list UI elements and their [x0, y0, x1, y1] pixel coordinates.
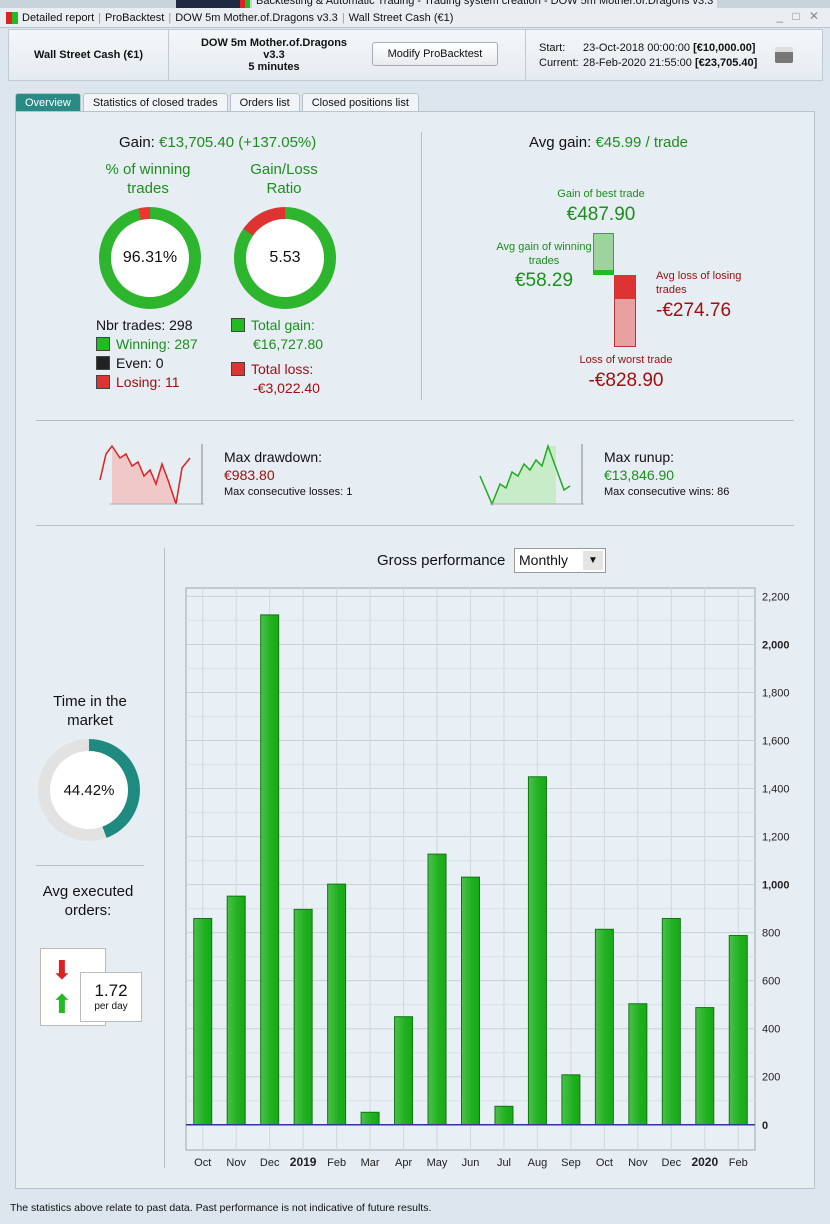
- winning-swatch-icon: [96, 337, 110, 351]
- current-date: 28-Feb-2020 21:55:00: [583, 57, 692, 69]
- total-loss-icon: [231, 362, 245, 376]
- tab-bar: Overview Statistics of closed trades Ord…: [15, 93, 419, 112]
- winning-count: Winning: 287: [116, 336, 198, 352]
- app-icon: [6, 11, 18, 24]
- even-count: Even: 0: [116, 355, 164, 371]
- max-consecutive-wins: Max consecutive wins: 86: [604, 486, 730, 498]
- title-part: ProBacktest: [105, 11, 165, 24]
- worst-trade-label: Loss of worst trade: [579, 354, 673, 366]
- background-window-toolbar: [176, 0, 240, 8]
- ratio-donut: 5.53: [234, 207, 336, 309]
- tab-statistics[interactable]: Statistics of closed trades: [82, 93, 228, 112]
- tab-overview[interactable]: Overview: [15, 93, 81, 112]
- start-label: Start:: [539, 42, 566, 54]
- period-select[interactable]: Monthly ▼: [514, 548, 606, 573]
- instrument-name: Wall Street Cash (€1): [9, 30, 169, 80]
- win-pct-value: 96.31%: [111, 219, 189, 297]
- total-gain: €16,727.80: [253, 336, 324, 352]
- report-header: Wall Street Cash (€1) DOW 5m Mother.of.D…: [8, 29, 823, 81]
- start-capital: [€10,000.00]: [693, 42, 756, 54]
- background-app-icon: [240, 0, 250, 8]
- title-part: Wall Street Cash (€1): [348, 11, 454, 24]
- time-in-market-value: 44.42%: [50, 751, 128, 829]
- nbr-trades: Nbr trades: 298: [96, 317, 193, 333]
- best-trade-value: €487.90: [566, 204, 636, 225]
- disclaimer: The statistics above relate to past data…: [10, 1202, 432, 1214]
- best-trade-bar: [593, 233, 614, 275]
- time-in-market-title: Time in the market: [53, 693, 127, 729]
- time-in-market-donut: 44.42%: [38, 739, 140, 841]
- system-name: DOW 5m Mother.of.Dragons v3.3: [200, 37, 348, 61]
- win-pct-title: % of winning trades: [105, 161, 191, 197]
- background-window-strip: Backtesting & Automatic Trading - Tradin…: [0, 0, 830, 8]
- losing-count: Losing: 11: [116, 374, 180, 390]
- ratio-title: Gain/Loss Ratio: [250, 161, 318, 197]
- runup-chart-icon: [479, 443, 584, 506]
- divider: [421, 132, 422, 400]
- avg-win-value: €58.29: [514, 270, 574, 291]
- title-bar: Detailed report | ProBacktest | DOW 5m Mot…: [0, 8, 830, 28]
- current-capital: [€23,705.40]: [694, 57, 758, 69]
- runup-label: Max runup:: [604, 449, 675, 465]
- modify-probacktest-button[interactable]: Modify ProBacktest: [372, 42, 498, 66]
- worst-trade-bar: [614, 275, 636, 347]
- total-loss-label: Total loss:: [251, 361, 314, 377]
- chevron-down-icon: ▼: [583, 551, 603, 570]
- overview-panel: Gain: €13,705.40 (+137.05%) % of winning…: [15, 111, 815, 1189]
- max-consecutive-losses: Max consecutive losses: 1: [224, 486, 353, 498]
- best-trade-label: Gain of best trade: [557, 188, 645, 200]
- avg-orders-title: Avg executed orders:: [42, 883, 134, 919]
- timeframe: 5 minutes: [248, 61, 300, 73]
- total-gain-label: Total gain:: [251, 317, 315, 333]
- tab-closed-positions[interactable]: Closed positions list: [301, 93, 419, 112]
- window-controls[interactable]: _ □ ✕: [776, 9, 822, 23]
- even-swatch-icon: [96, 356, 110, 370]
- worst-trade-value: -€828.90: [588, 370, 664, 391]
- losing-swatch-icon: [96, 375, 110, 389]
- gain-summary: Gain: €13,705.40 (+137.05%): [119, 134, 317, 151]
- title-part: DOW 5m Mother.of.Dragons v3.3: [175, 11, 338, 24]
- avg-loss-label: Avg loss of losing trades: [656, 270, 742, 296]
- win-pct-donut: 96.31%: [99, 207, 201, 309]
- avg-orders-unit: per day: [94, 1001, 128, 1012]
- background-window-title[interactable]: Backtesting & Automatic Trading - Tradin…: [252, 0, 718, 8]
- drawdown-label: Max drawdown:: [224, 449, 323, 465]
- avg-orders-value: 1.72: [94, 981, 128, 1000]
- tab-orders-list[interactable]: Orders list: [229, 93, 300, 112]
- total-gain-icon: [231, 318, 245, 332]
- ratio-value: 5.53: [246, 219, 324, 297]
- gain-value: €13,705.40 (+137.05%): [159, 134, 317, 151]
- print-icon[interactable]: [775, 47, 793, 63]
- avg-loss-value: -€274.76: [656, 300, 732, 321]
- drawdown-chart-icon: [99, 444, 204, 505]
- avg-win-label: Avg gain of winning trades: [496, 241, 592, 267]
- current-label: Current:: [539, 57, 579, 69]
- start-date: 23-Oct-2018 00:00:00: [583, 42, 691, 54]
- runup-value: €13,846.90: [604, 467, 675, 483]
- title-part: Detailed report: [22, 11, 95, 24]
- avg-gain-value: €45.99 / trade: [595, 134, 689, 151]
- drawdown-value: €983.80: [224, 467, 275, 483]
- gross-performance-title: Gross performance: [377, 552, 506, 569]
- period-select-value: Monthly: [519, 552, 569, 568]
- avg-gain: Avg gain: €45.99 / trade: [529, 134, 689, 151]
- total-loss: -€3,022.40: [253, 380, 320, 396]
